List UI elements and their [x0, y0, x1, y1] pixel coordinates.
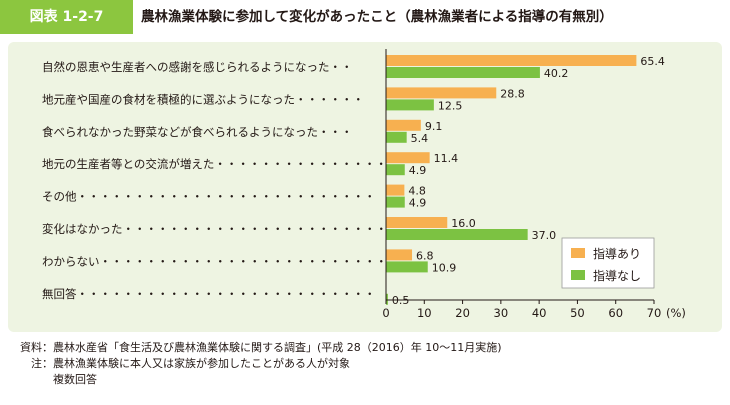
x-tick-label: 0 — [382, 306, 389, 320]
x-tick-label: 70 — [647, 306, 662, 320]
figure-number-tag: 図表 1-2-7 — [0, 0, 133, 34]
data-label: 10.9 — [432, 261, 457, 274]
bar-with-guidance — [386, 55, 637, 66]
source-label: 資料： — [20, 341, 53, 354]
bar-with-guidance — [386, 249, 413, 261]
figure-title: 農林漁業体験に参加して変化があったこと（農林漁業者による指導の有無別） — [141, 9, 613, 25]
bar-with-guidance — [386, 217, 448, 228]
bar-with-guidance — [386, 184, 405, 196]
note-label: 注： — [31, 357, 53, 370]
bar-without-guidance — [386, 293, 388, 305]
note-line-2: 複数回答 — [53, 373, 97, 386]
data-label: 9.1 — [425, 120, 443, 133]
category-label: 地元産や国産の食材を積極的に選ぶようになった・・・・・・ — [42, 92, 364, 106]
legend-swatch — [571, 270, 585, 280]
bar-without-guidance — [386, 196, 405, 208]
x-tick-label: 40 — [532, 306, 547, 320]
x-tick-label: 60 — [608, 306, 623, 320]
note-line-1: 農林漁業体験に本人又は家族が参加したことがある人が対象 — [53, 357, 350, 370]
source-text: 農林水産省「食生活及び農林漁業体験に関する調査」(平成 28（2016）年 10… — [53, 341, 502, 354]
x-tick-label: 30 — [494, 306, 509, 320]
category-label: 食べられなかった野菜などが食べられるようになった・・・ — [42, 125, 353, 139]
x-tick-label: 50 — [570, 306, 585, 320]
data-label: 4.8 — [408, 185, 426, 198]
data-label: 40.2 — [544, 67, 569, 80]
data-label: 37.0 — [532, 229, 557, 242]
data-label: 16.0 — [451, 217, 476, 230]
category-label: 無回答・・・・・・・・・・・・・・・・・・・・・・・・・・ — [42, 287, 376, 301]
data-label: 12.5 — [438, 99, 463, 112]
category-label: 変化はなかった・・・・・・・・・・・・・・・・・・・・・・・ — [42, 222, 387, 236]
bar-without-guidance — [386, 67, 540, 78]
data-label: 11.4 — [434, 152, 459, 165]
category-label: 地元の生産者等との交流が増えた・・・・・・・・・・・・・・・ — [42, 157, 387, 171]
bar-without-guidance — [386, 229, 528, 240]
category-label: わからない・・・・・・・・・・・・・・・・・・・・・・・・・ — [42, 254, 387, 268]
chart-notes: 資料：農林水産省「食生活及び農林漁業体験に関する調査」(平成 28（2016）年… — [17, 340, 502, 388]
data-label: 65.4 — [640, 55, 665, 68]
legend-label: 指導なし — [593, 268, 641, 283]
legend-label: 指導あり — [593, 246, 641, 261]
figure-header: 図表 1-2-7 農林漁業体験に参加して変化があったこと（農林漁業者による指導の… — [0, 0, 730, 34]
category-label: 自然の恩恵や生産者への感謝を感じられるようになった・・ — [42, 60, 353, 74]
bar-without-guidance — [386, 99, 434, 111]
bar-with-guidance — [386, 87, 497, 99]
bar-with-guidance — [386, 119, 421, 131]
note-row: 注：農林漁業体験に本人又は家族が参加したことがある人が対象 — [17, 356, 502, 372]
x-unit-label: (%) — [666, 306, 686, 320]
x-tick-label: 20 — [455, 306, 470, 320]
note-row-2: 複数回答 — [17, 372, 502, 388]
bar-without-guidance — [386, 261, 428, 273]
source-row: 資料：農林水産省「食生活及び農林漁業体験に関する調査」(平成 28（2016）年… — [17, 340, 502, 356]
data-label: 6.8 — [416, 249, 434, 262]
bar-without-guidance — [386, 164, 405, 176]
bar-chart: 自然の恩恵や生産者への感謝を感じられるようになった・・地元産や国産の食材を積極的… — [42, 49, 686, 320]
legend-swatch — [571, 248, 585, 258]
x-tick-label: 10 — [417, 306, 432, 320]
bar-with-guidance — [386, 152, 430, 164]
data-label: 4.9 — [409, 164, 427, 177]
data-label: 4.9 — [409, 197, 427, 210]
data-label: 5.4 — [411, 132, 429, 145]
category-label: その他・・・・・・・・・・・・・・・・・・・・・・・・・・ — [42, 190, 376, 204]
data-label: 28.8 — [500, 87, 524, 100]
bar-without-guidance — [386, 131, 407, 143]
